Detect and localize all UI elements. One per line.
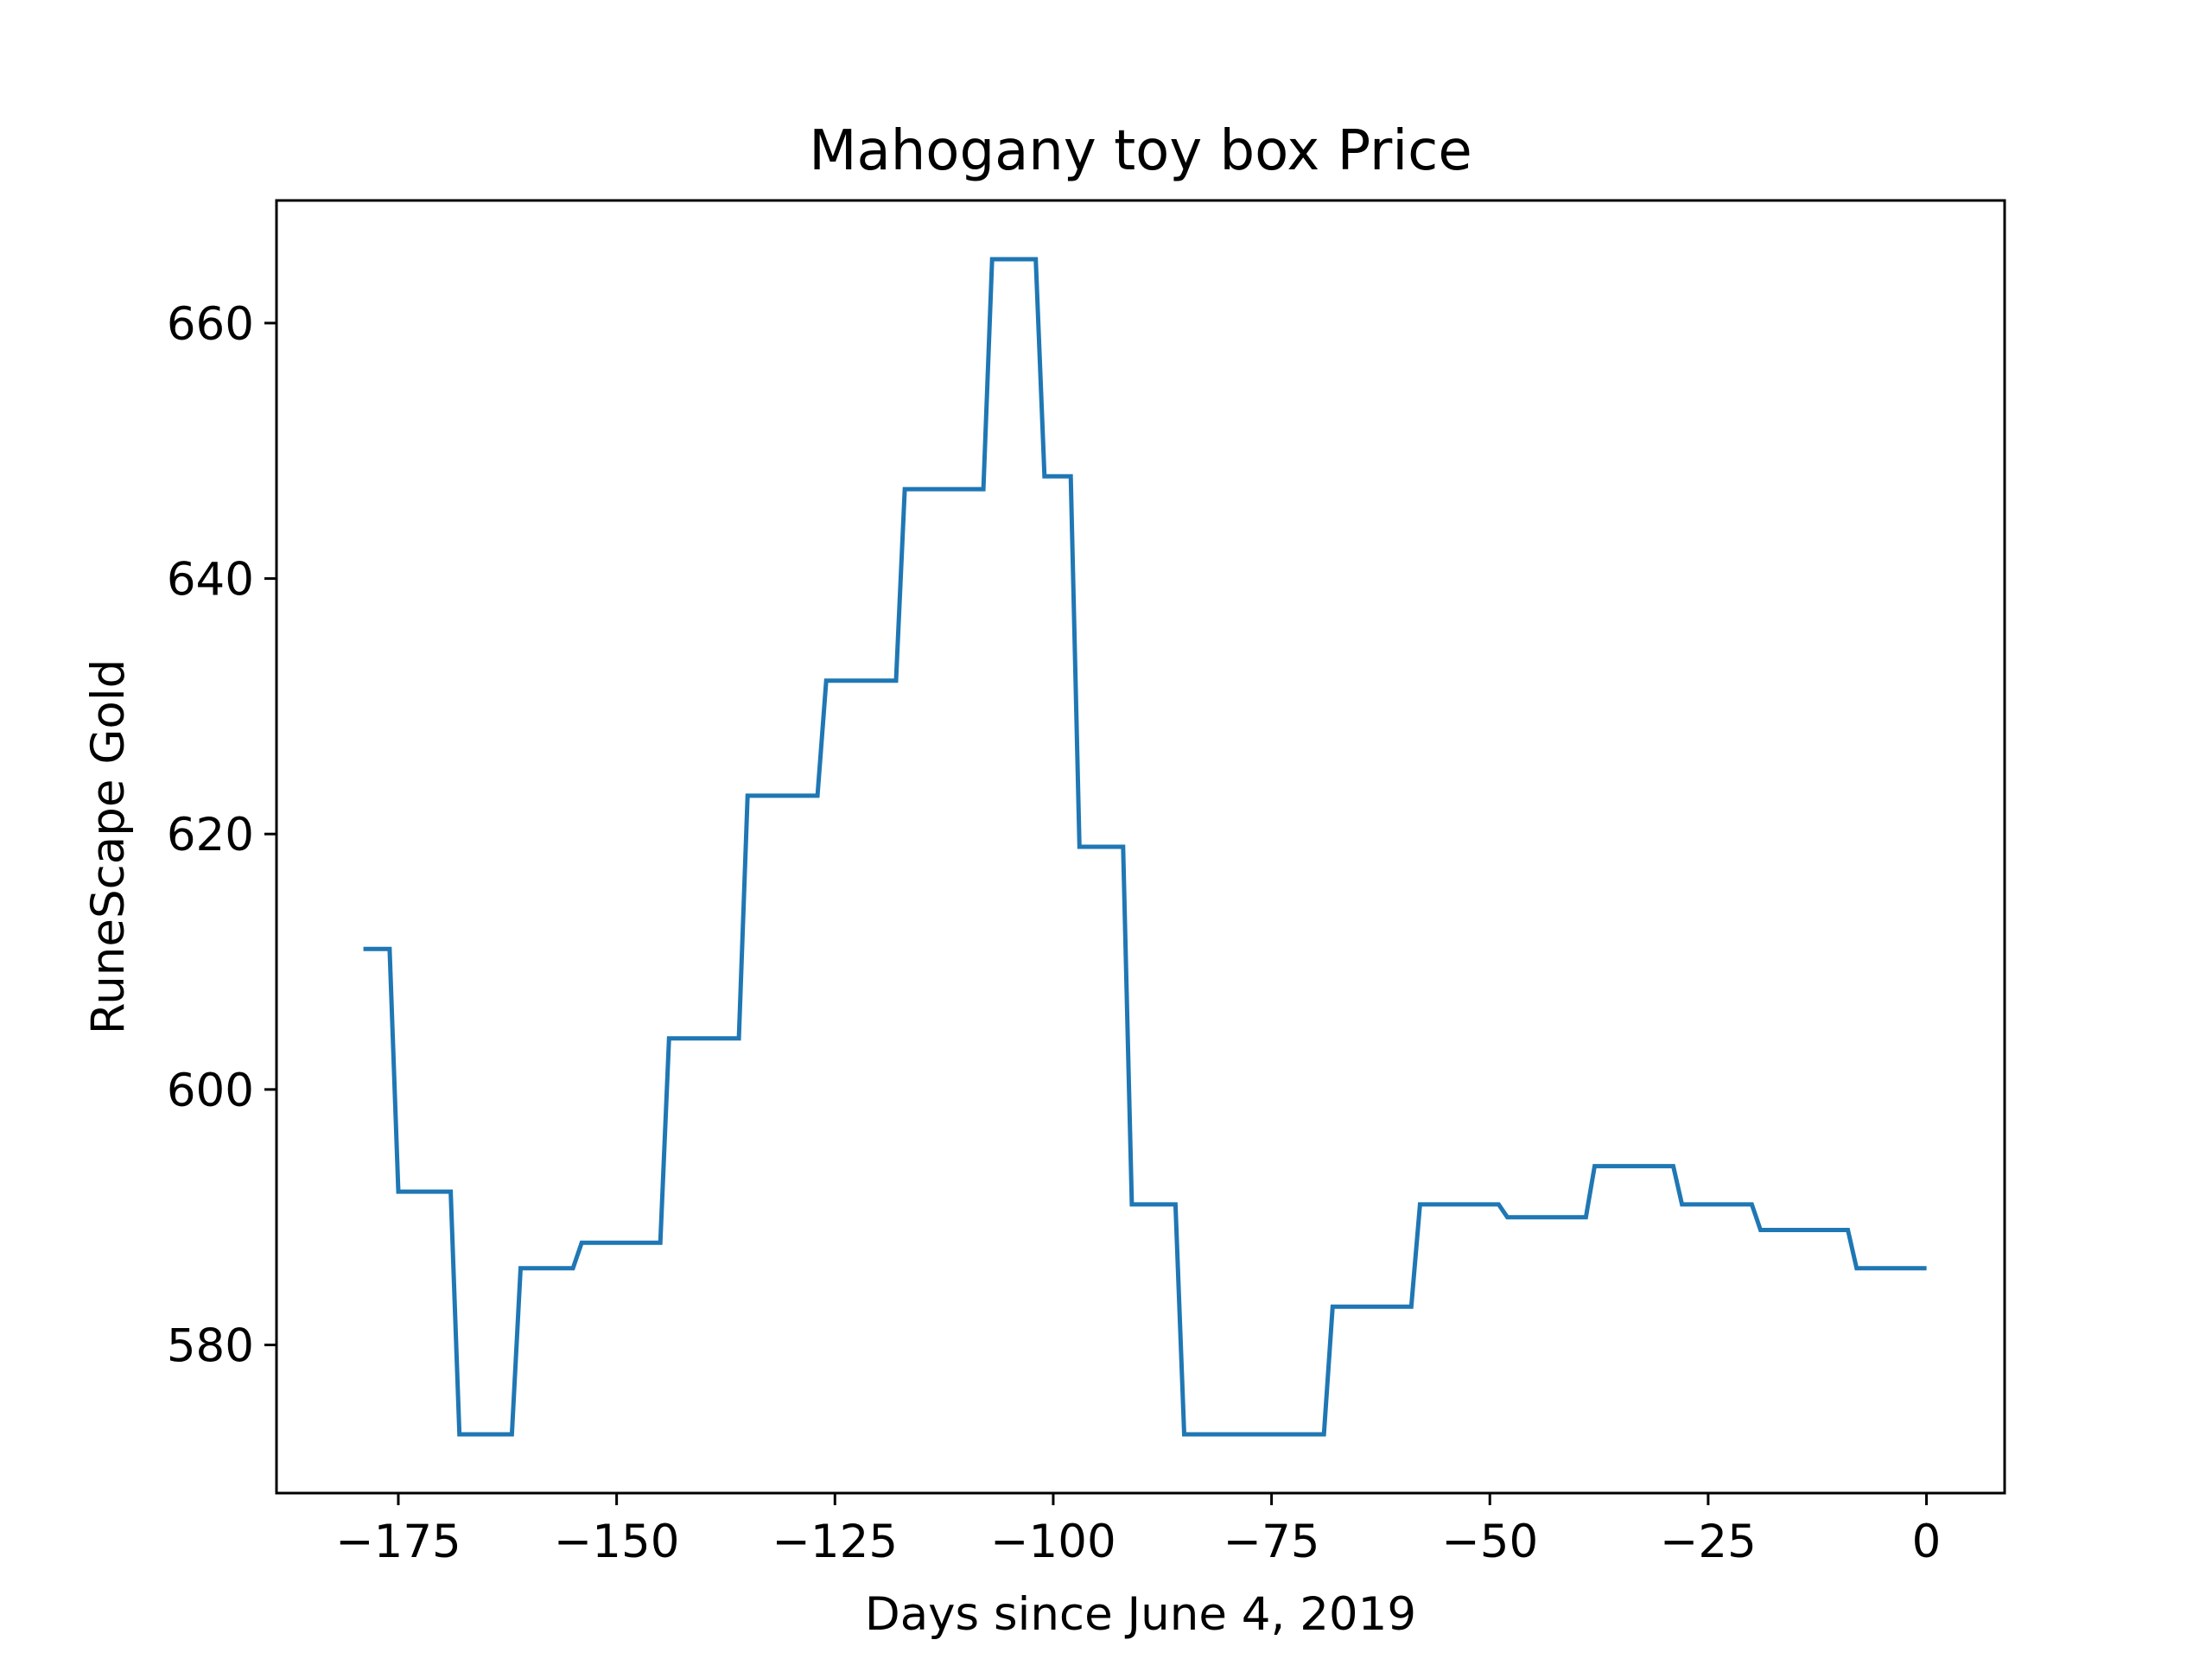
x-tick-label: −150 <box>554 1516 680 1568</box>
x-tick-label: −25 <box>1660 1516 1757 1568</box>
y-tick-label: 580 <box>167 1320 254 1373</box>
x-tick-label: −75 <box>1224 1516 1320 1568</box>
plot-frame <box>275 199 2006 1495</box>
series-line-0 <box>363 257 1927 1437</box>
x-axis: −175 −150 −125 −100 −75 −50 −25 0 <box>335 1493 1941 1568</box>
plot-area <box>363 257 1927 1437</box>
y-tick-label: 660 <box>167 298 254 351</box>
chart-title: Mahogany toy box Price <box>809 119 1471 183</box>
y-tick-label: 640 <box>167 554 254 607</box>
y-axis: 580 600 620 640 660 <box>167 298 276 1373</box>
x-tick-label: −175 <box>335 1516 461 1568</box>
x-tick-label: −50 <box>1441 1516 1538 1568</box>
x-tick-label: −100 <box>990 1516 1116 1568</box>
x-axis-label: Days since June 4, 2019 <box>865 1588 1416 1641</box>
y-tick-label: 600 <box>167 1065 254 1117</box>
x-tick-label: 0 <box>1912 1516 1942 1568</box>
x-tick-label: −125 <box>772 1516 898 1568</box>
y-axis-label: RuneScape Gold <box>82 659 135 1034</box>
y-tick-label: 620 <box>167 809 254 861</box>
